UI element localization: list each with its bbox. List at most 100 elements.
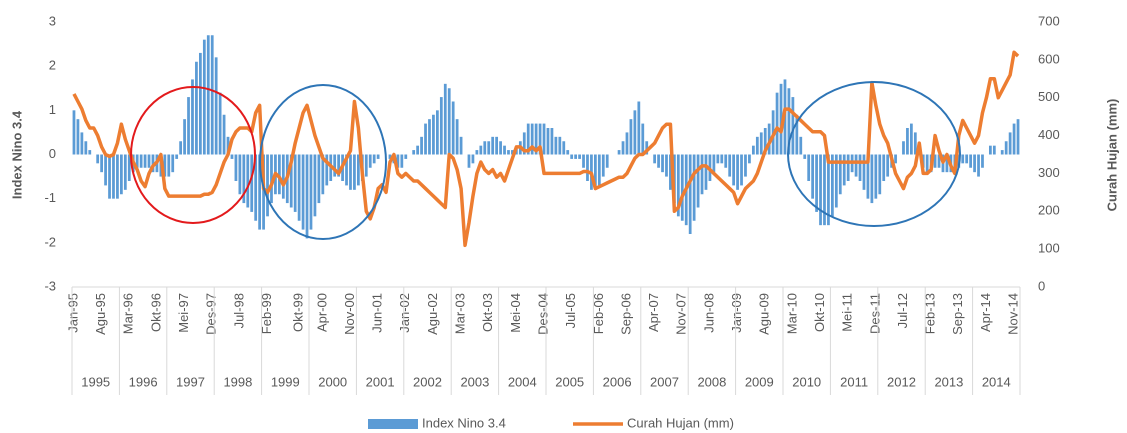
bar	[443, 83, 447, 155]
bar	[179, 141, 183, 155]
bar	[266, 154, 269, 217]
bar	[1008, 132, 1012, 155]
bar	[139, 154, 143, 168]
bar	[601, 154, 605, 177]
bar	[586, 154, 589, 181]
bar	[345, 154, 348, 186]
bar	[562, 141, 566, 155]
bar	[447, 88, 451, 155]
bar	[680, 154, 684, 221]
y2-tick-label: 100	[1038, 241, 1060, 256]
bar	[819, 154, 822, 226]
bar	[838, 154, 842, 195]
bar	[799, 136, 803, 155]
legend-swatch	[368, 419, 418, 429]
bar	[700, 154, 704, 195]
y2-tick-label: 500	[1038, 89, 1060, 104]
y2-tick-label: 200	[1038, 203, 1060, 218]
x-tick-label: Jan-02	[397, 293, 412, 333]
year-label: 2007	[650, 374, 679, 389]
line	[72, 50, 1020, 248]
bar	[364, 154, 368, 177]
bar	[554, 136, 558, 155]
y-tick-label: -2	[44, 234, 56, 249]
bar	[175, 154, 179, 159]
bar	[191, 79, 194, 155]
bar	[289, 154, 293, 208]
y-tick-label: 0	[49, 146, 56, 161]
bar	[471, 154, 475, 164]
bar	[827, 154, 830, 226]
bar	[570, 154, 574, 159]
y-tick-label: -3	[44, 278, 56, 293]
bar	[277, 154, 281, 195]
x-tick-label: Apr-14	[978, 293, 993, 332]
bar	[356, 154, 360, 186]
x-tick-label: Sep-06	[618, 293, 633, 335]
bar	[195, 61, 198, 155]
bar	[96, 154, 100, 164]
bar	[530, 123, 534, 155]
bar	[617, 150, 621, 155]
bar	[404, 154, 408, 159]
bar	[909, 123, 913, 155]
year-label: 1997	[176, 374, 205, 389]
bar	[977, 154, 980, 177]
x-tick-label: Jul-98	[231, 293, 246, 328]
y-tick-label: -1	[44, 190, 56, 205]
year-label: 2014	[982, 374, 1011, 389]
x-tick-label: Des-97	[204, 293, 219, 335]
year-label: 1998	[223, 374, 252, 389]
x-tick-label: Mei-04	[508, 293, 523, 333]
bar	[933, 154, 937, 168]
bar	[720, 154, 724, 164]
bar	[886, 154, 890, 177]
bar	[147, 154, 151, 168]
bar	[791, 97, 795, 155]
x-tick-label: Agu-02	[425, 293, 440, 335]
bar	[558, 136, 562, 155]
bar	[432, 114, 435, 155]
bar	[815, 154, 818, 212]
bar	[676, 154, 680, 217]
bar	[455, 119, 459, 155]
year-label: 2008	[697, 374, 726, 389]
bar	[744, 154, 747, 177]
bar	[712, 154, 716, 173]
bar	[80, 132, 84, 155]
bar	[108, 154, 111, 199]
year-label: 2006	[603, 374, 632, 389]
bar	[293, 154, 297, 212]
x-tick-label: Jan-95	[65, 293, 80, 333]
x-tick-label: Jul-12	[895, 293, 910, 328]
x-tick-label: Sep-13	[950, 293, 965, 335]
year-label: 2010	[792, 374, 821, 389]
bar	[704, 154, 708, 190]
bar	[597, 154, 601, 186]
year-label: 2002	[413, 374, 442, 389]
x-tick-label: Apr-07	[646, 293, 661, 332]
bar	[88, 150, 92, 155]
bar	[637, 101, 641, 155]
x-tick-label: Jun-08	[701, 293, 716, 333]
bar	[119, 154, 123, 195]
bar	[874, 154, 878, 199]
bar	[665, 154, 668, 177]
bar	[467, 154, 471, 168]
bar	[305, 154, 309, 239]
bar	[167, 154, 171, 177]
year-label: 2009	[745, 374, 774, 389]
bar	[499, 141, 502, 155]
year-label: 2013	[934, 374, 963, 389]
bar	[112, 154, 115, 199]
bar	[495, 136, 499, 155]
bar	[151, 154, 155, 173]
y2-tick-label: 700	[1038, 13, 1060, 28]
annotation-circle	[787, 81, 961, 227]
bar	[420, 136, 423, 155]
bar	[913, 132, 917, 155]
y-tick-label: 2	[49, 58, 56, 73]
bar	[451, 101, 455, 155]
bar	[503, 145, 506, 155]
bar	[325, 154, 329, 186]
